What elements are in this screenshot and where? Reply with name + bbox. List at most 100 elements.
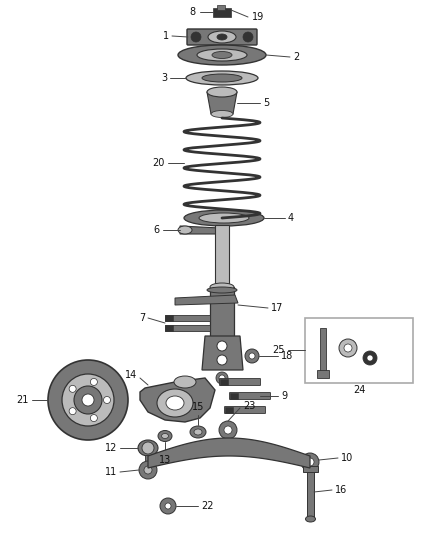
- Text: 4: 4: [288, 213, 294, 223]
- Bar: [215, 225, 229, 290]
- Circle shape: [306, 458, 314, 466]
- Circle shape: [363, 351, 377, 365]
- Polygon shape: [202, 336, 243, 370]
- Ellipse shape: [212, 52, 232, 59]
- Circle shape: [69, 385, 76, 392]
- Text: 24: 24: [353, 385, 365, 395]
- Bar: [230, 393, 238, 399]
- Circle shape: [139, 461, 157, 479]
- Circle shape: [160, 498, 176, 514]
- Text: 6: 6: [154, 225, 160, 235]
- Ellipse shape: [178, 45, 266, 65]
- Ellipse shape: [202, 74, 242, 82]
- Bar: [165, 315, 173, 321]
- Circle shape: [142, 442, 154, 454]
- Text: 8: 8: [190, 7, 196, 17]
- Polygon shape: [165, 315, 210, 321]
- Ellipse shape: [186, 71, 258, 85]
- Bar: [307, 468, 314, 520]
- Ellipse shape: [305, 516, 315, 522]
- Text: 11: 11: [105, 467, 117, 477]
- FancyBboxPatch shape: [225, 407, 265, 414]
- Polygon shape: [180, 226, 220, 234]
- Text: 22: 22: [201, 501, 213, 511]
- Ellipse shape: [174, 376, 196, 388]
- Circle shape: [224, 426, 232, 434]
- Bar: [213, 8, 231, 17]
- Circle shape: [367, 355, 373, 361]
- Circle shape: [219, 421, 237, 439]
- Text: 5: 5: [263, 98, 269, 108]
- Ellipse shape: [211, 110, 233, 117]
- Ellipse shape: [207, 287, 237, 293]
- Text: 10: 10: [341, 453, 353, 463]
- Circle shape: [301, 453, 319, 471]
- Circle shape: [144, 466, 152, 474]
- Text: 16: 16: [335, 485, 347, 495]
- Text: 23: 23: [243, 401, 255, 411]
- Circle shape: [103, 397, 110, 403]
- Circle shape: [48, 360, 128, 440]
- Polygon shape: [140, 378, 215, 422]
- Ellipse shape: [210, 283, 234, 291]
- Circle shape: [249, 353, 255, 359]
- Polygon shape: [148, 438, 310, 468]
- Ellipse shape: [178, 226, 192, 234]
- Ellipse shape: [138, 440, 158, 456]
- Circle shape: [217, 341, 227, 351]
- Text: 13: 13: [159, 455, 171, 465]
- Text: 12: 12: [105, 443, 117, 453]
- Text: 7: 7: [139, 313, 145, 323]
- Circle shape: [165, 503, 171, 509]
- Bar: [317, 370, 329, 378]
- Ellipse shape: [217, 34, 227, 40]
- Circle shape: [191, 32, 201, 42]
- Text: 9: 9: [281, 391, 287, 401]
- FancyBboxPatch shape: [219, 378, 261, 385]
- Circle shape: [217, 355, 227, 365]
- Ellipse shape: [162, 433, 169, 439]
- Text: 25: 25: [272, 345, 285, 355]
- Circle shape: [339, 339, 357, 357]
- Circle shape: [82, 394, 94, 406]
- FancyBboxPatch shape: [305, 318, 413, 383]
- Ellipse shape: [184, 210, 264, 226]
- Ellipse shape: [207, 87, 237, 97]
- Circle shape: [219, 375, 225, 381]
- Circle shape: [90, 378, 97, 385]
- FancyBboxPatch shape: [230, 392, 271, 400]
- Bar: [303, 466, 318, 472]
- Text: 14: 14: [125, 370, 137, 380]
- Text: 21: 21: [17, 395, 29, 405]
- Polygon shape: [175, 295, 238, 305]
- Polygon shape: [165, 325, 210, 331]
- Ellipse shape: [166, 396, 184, 410]
- Bar: [225, 407, 233, 413]
- Ellipse shape: [197, 49, 247, 61]
- Polygon shape: [207, 92, 237, 114]
- Circle shape: [245, 349, 259, 363]
- Bar: [145, 455, 151, 465]
- Text: 2: 2: [293, 52, 299, 62]
- Text: 18: 18: [281, 351, 293, 361]
- Circle shape: [74, 386, 102, 414]
- Circle shape: [344, 344, 352, 352]
- Text: 17: 17: [271, 303, 283, 313]
- Circle shape: [69, 408, 76, 415]
- Circle shape: [216, 372, 228, 384]
- Text: 1: 1: [163, 31, 169, 41]
- Ellipse shape: [190, 426, 206, 438]
- Text: 19: 19: [252, 12, 264, 22]
- Text: 15: 15: [192, 402, 204, 412]
- FancyBboxPatch shape: [187, 29, 257, 45]
- Bar: [320, 328, 326, 373]
- Ellipse shape: [194, 429, 202, 435]
- Bar: [217, 5, 225, 10]
- Circle shape: [90, 415, 97, 422]
- Bar: [165, 325, 173, 331]
- Text: 20: 20: [152, 158, 165, 168]
- Circle shape: [62, 374, 114, 426]
- Ellipse shape: [157, 389, 193, 417]
- Bar: [220, 379, 228, 385]
- Circle shape: [243, 32, 253, 42]
